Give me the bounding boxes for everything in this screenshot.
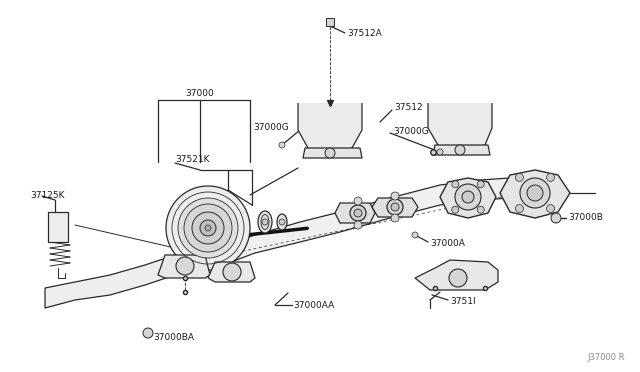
Circle shape (455, 184, 481, 210)
Circle shape (520, 178, 550, 208)
Circle shape (205, 225, 211, 231)
Polygon shape (415, 260, 498, 290)
Text: 37512A: 37512A (347, 29, 381, 38)
Text: 3751I: 3751I (450, 298, 476, 307)
Text: 37000B: 37000B (568, 214, 603, 222)
Circle shape (515, 173, 524, 182)
Circle shape (391, 203, 399, 211)
Circle shape (412, 232, 418, 238)
Polygon shape (428, 103, 492, 152)
Circle shape (178, 198, 238, 258)
Ellipse shape (277, 214, 287, 230)
Circle shape (547, 173, 554, 182)
Circle shape (551, 213, 561, 223)
Polygon shape (298, 103, 362, 155)
Polygon shape (45, 255, 175, 308)
Circle shape (547, 205, 554, 212)
FancyBboxPatch shape (48, 212, 68, 242)
Text: 37512: 37512 (394, 103, 422, 112)
Polygon shape (433, 145, 490, 155)
Circle shape (279, 142, 285, 148)
Text: 37521K: 37521K (175, 155, 209, 164)
Text: 37000: 37000 (185, 89, 214, 97)
Circle shape (437, 149, 443, 155)
Polygon shape (440, 178, 496, 218)
Circle shape (325, 148, 335, 158)
Circle shape (354, 221, 362, 229)
Circle shape (143, 328, 153, 338)
Polygon shape (215, 175, 555, 268)
Circle shape (527, 185, 543, 201)
Polygon shape (335, 203, 375, 223)
Circle shape (354, 197, 362, 205)
Text: 37000AA: 37000AA (293, 301, 334, 310)
Circle shape (279, 219, 285, 225)
Text: 37000G: 37000G (253, 124, 289, 132)
Text: J37000 R: J37000 R (588, 353, 625, 362)
Circle shape (166, 186, 250, 270)
Circle shape (192, 212, 224, 244)
Text: 37000G: 37000G (393, 126, 429, 135)
Polygon shape (158, 255, 210, 278)
Circle shape (387, 199, 403, 215)
Circle shape (477, 206, 484, 213)
Circle shape (452, 181, 459, 188)
Polygon shape (208, 262, 255, 282)
FancyBboxPatch shape (326, 18, 334, 26)
Polygon shape (500, 170, 570, 218)
Circle shape (184, 204, 232, 252)
Circle shape (477, 181, 484, 188)
Circle shape (262, 219, 268, 225)
Circle shape (223, 263, 241, 281)
Polygon shape (372, 198, 418, 217)
Circle shape (391, 192, 399, 200)
Text: 37000BA: 37000BA (153, 333, 194, 341)
Circle shape (200, 220, 216, 236)
Circle shape (449, 269, 467, 287)
Circle shape (515, 205, 524, 212)
Circle shape (452, 206, 459, 213)
Circle shape (176, 257, 194, 275)
Ellipse shape (261, 215, 269, 230)
Ellipse shape (258, 211, 272, 233)
Text: 37125K: 37125K (30, 192, 65, 201)
Text: 37000A: 37000A (430, 238, 465, 247)
Circle shape (354, 209, 362, 217)
Circle shape (462, 191, 474, 203)
Circle shape (350, 205, 366, 221)
Polygon shape (303, 148, 362, 158)
Circle shape (455, 145, 465, 155)
Circle shape (391, 214, 399, 222)
